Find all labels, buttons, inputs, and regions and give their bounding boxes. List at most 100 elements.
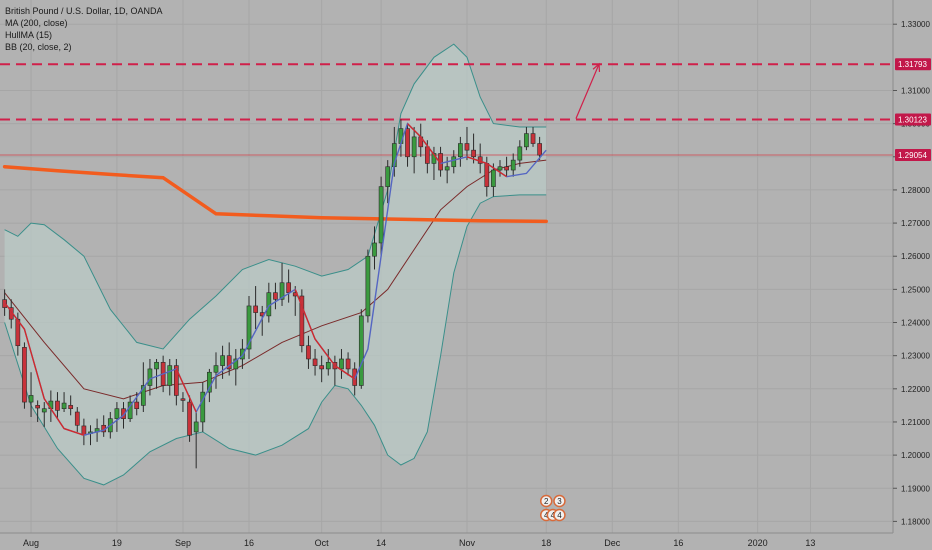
candle-bullish[interactable] <box>510 159 516 171</box>
candle-bullish[interactable] <box>167 365 173 386</box>
candle-bullish[interactable] <box>325 361 331 370</box>
event-badge-label: 4 <box>557 511 562 520</box>
candle-bearish[interactable] <box>537 143 542 156</box>
candle-bearish[interactable] <box>345 358 351 370</box>
candle-bearish[interactable] <box>299 295 305 347</box>
candle-bullish[interactable] <box>524 133 529 148</box>
last-price-label-bg <box>895 148 931 161</box>
candle-bearish[interactable] <box>121 408 126 419</box>
candle-bearish[interactable] <box>405 128 410 158</box>
level-price-label-bg <box>895 58 931 71</box>
y-tick-label: 1.28000 <box>901 186 930 195</box>
candle-bullish[interactable] <box>207 371 212 393</box>
level-price-label-bg <box>895 113 931 126</box>
candle-bullish[interactable] <box>372 242 377 257</box>
hullma-falling-segment <box>43 398 65 429</box>
event-badge[interactable] <box>553 508 566 522</box>
y-tick-label: 1.19000 <box>901 484 930 493</box>
candle-bullish[interactable] <box>279 282 285 300</box>
legend-hullma[interactable]: HullMA (15) <box>5 30 53 40</box>
candle-bearish[interactable] <box>424 146 430 164</box>
candle-bearish[interactable] <box>35 405 40 409</box>
event-badge[interactable] <box>539 494 553 508</box>
chart-legend: British Pound / U.S. Dollar, 1D, OANDA M… <box>5 5 163 53</box>
candle-bullish[interactable] <box>497 166 503 171</box>
ma200-line <box>2 164 548 224</box>
candle-bullish[interactable] <box>193 421 199 433</box>
projection-arrow[interactable] <box>575 63 600 119</box>
candle-bearish[interactable] <box>74 411 80 426</box>
legend-ma200[interactable]: MA (200, close) <box>5 18 68 28</box>
candle-bearish[interactable] <box>226 355 232 370</box>
candle-bearish[interactable] <box>286 282 291 293</box>
y-tick-label: 1.31000 <box>901 86 930 95</box>
candle-bullish[interactable] <box>365 255 371 317</box>
event-badge-label: 3 <box>557 497 562 506</box>
hullma-falling-segment <box>466 156 488 165</box>
candle-bullish[interactable] <box>246 305 252 350</box>
candle-bullish[interactable] <box>200 391 206 423</box>
candle-bearish[interactable] <box>319 365 325 370</box>
candle-bullish[interactable] <box>451 156 457 168</box>
candle-bearish[interactable] <box>22 347 27 403</box>
legend-bollinger[interactable]: BB (20, close, 2) <box>5 42 72 52</box>
candle-bullish[interactable] <box>458 143 463 158</box>
x-tick-label: Sep <box>175 538 191 548</box>
candle-bullish[interactable] <box>147 368 153 386</box>
hullma-falling-segment <box>314 338 336 367</box>
candle-bearish[interactable] <box>174 365 179 396</box>
x-tick-label: Nov <box>459 538 476 548</box>
legend-symbol[interactable]: British Pound / U.S. Dollar, 1D, OANDA <box>5 6 163 16</box>
event-badge[interactable] <box>553 494 566 508</box>
candle-bullish[interactable] <box>378 186 384 244</box>
candle-bullish[interactable] <box>517 146 523 161</box>
candle-bearish[interactable] <box>273 292 278 300</box>
y-tick-label: 1.18000 <box>901 517 930 526</box>
bollinger-lower-band <box>4 194 547 486</box>
candle-bullish[interactable] <box>233 358 239 370</box>
price-axis[interactable] <box>893 0 932 550</box>
candle-bullish[interactable] <box>358 315 364 386</box>
candle-bullish[interactable] <box>28 395 34 403</box>
candle-bearish[interactable] <box>484 163 490 187</box>
candle-bearish[interactable] <box>81 425 87 436</box>
candle-bullish[interactable] <box>154 361 159 370</box>
candle-bearish[interactable] <box>55 400 60 411</box>
candle-bearish[interactable] <box>253 305 258 313</box>
candle-bullish[interactable] <box>61 402 67 409</box>
x-tick-label: Dec <box>604 538 621 548</box>
candle-bearish[interactable] <box>306 345 311 360</box>
time-axis[interactable] <box>0 533 932 550</box>
y-tick-label: 1.23000 <box>901 352 930 361</box>
candle-bullish[interactable] <box>127 401 133 419</box>
candle-bullish[interactable] <box>213 365 219 373</box>
candle-bullish[interactable] <box>444 166 450 171</box>
candle-bullish[interactable] <box>41 408 47 413</box>
x-tick-label: 16 <box>673 538 683 548</box>
candle-bearish[interactable] <box>504 166 509 171</box>
candle-bullish[interactable] <box>114 408 120 419</box>
candle-bullish[interactable] <box>220 355 225 366</box>
y-tick-label: 1.33000 <box>901 20 930 29</box>
candle-bullish[interactable] <box>240 348 245 360</box>
candle-bearish[interactable] <box>68 405 74 409</box>
candle-bearish[interactable] <box>180 398 186 401</box>
candle-bearish[interactable] <box>312 358 318 366</box>
hullma-falling-segment <box>23 328 45 399</box>
candle-bearish[interactable] <box>187 401 192 436</box>
candle-bullish[interactable] <box>339 358 344 370</box>
candle-bullish[interactable] <box>491 169 496 187</box>
candle-bullish[interactable] <box>385 166 391 187</box>
hullma-falling-segment <box>63 427 85 436</box>
candle-bearish[interactable] <box>464 143 470 151</box>
candle-bearish[interactable] <box>471 149 476 158</box>
candle-bullish[interactable] <box>411 136 417 158</box>
candle-bearish[interactable] <box>134 401 140 409</box>
candle-bearish[interactable] <box>530 133 536 144</box>
candle-bullish[interactable] <box>140 385 146 406</box>
event-badge-label: 4 <box>544 511 549 520</box>
y-tick-label: 1.27000 <box>901 219 930 228</box>
arrow-head-icon <box>592 62 601 72</box>
